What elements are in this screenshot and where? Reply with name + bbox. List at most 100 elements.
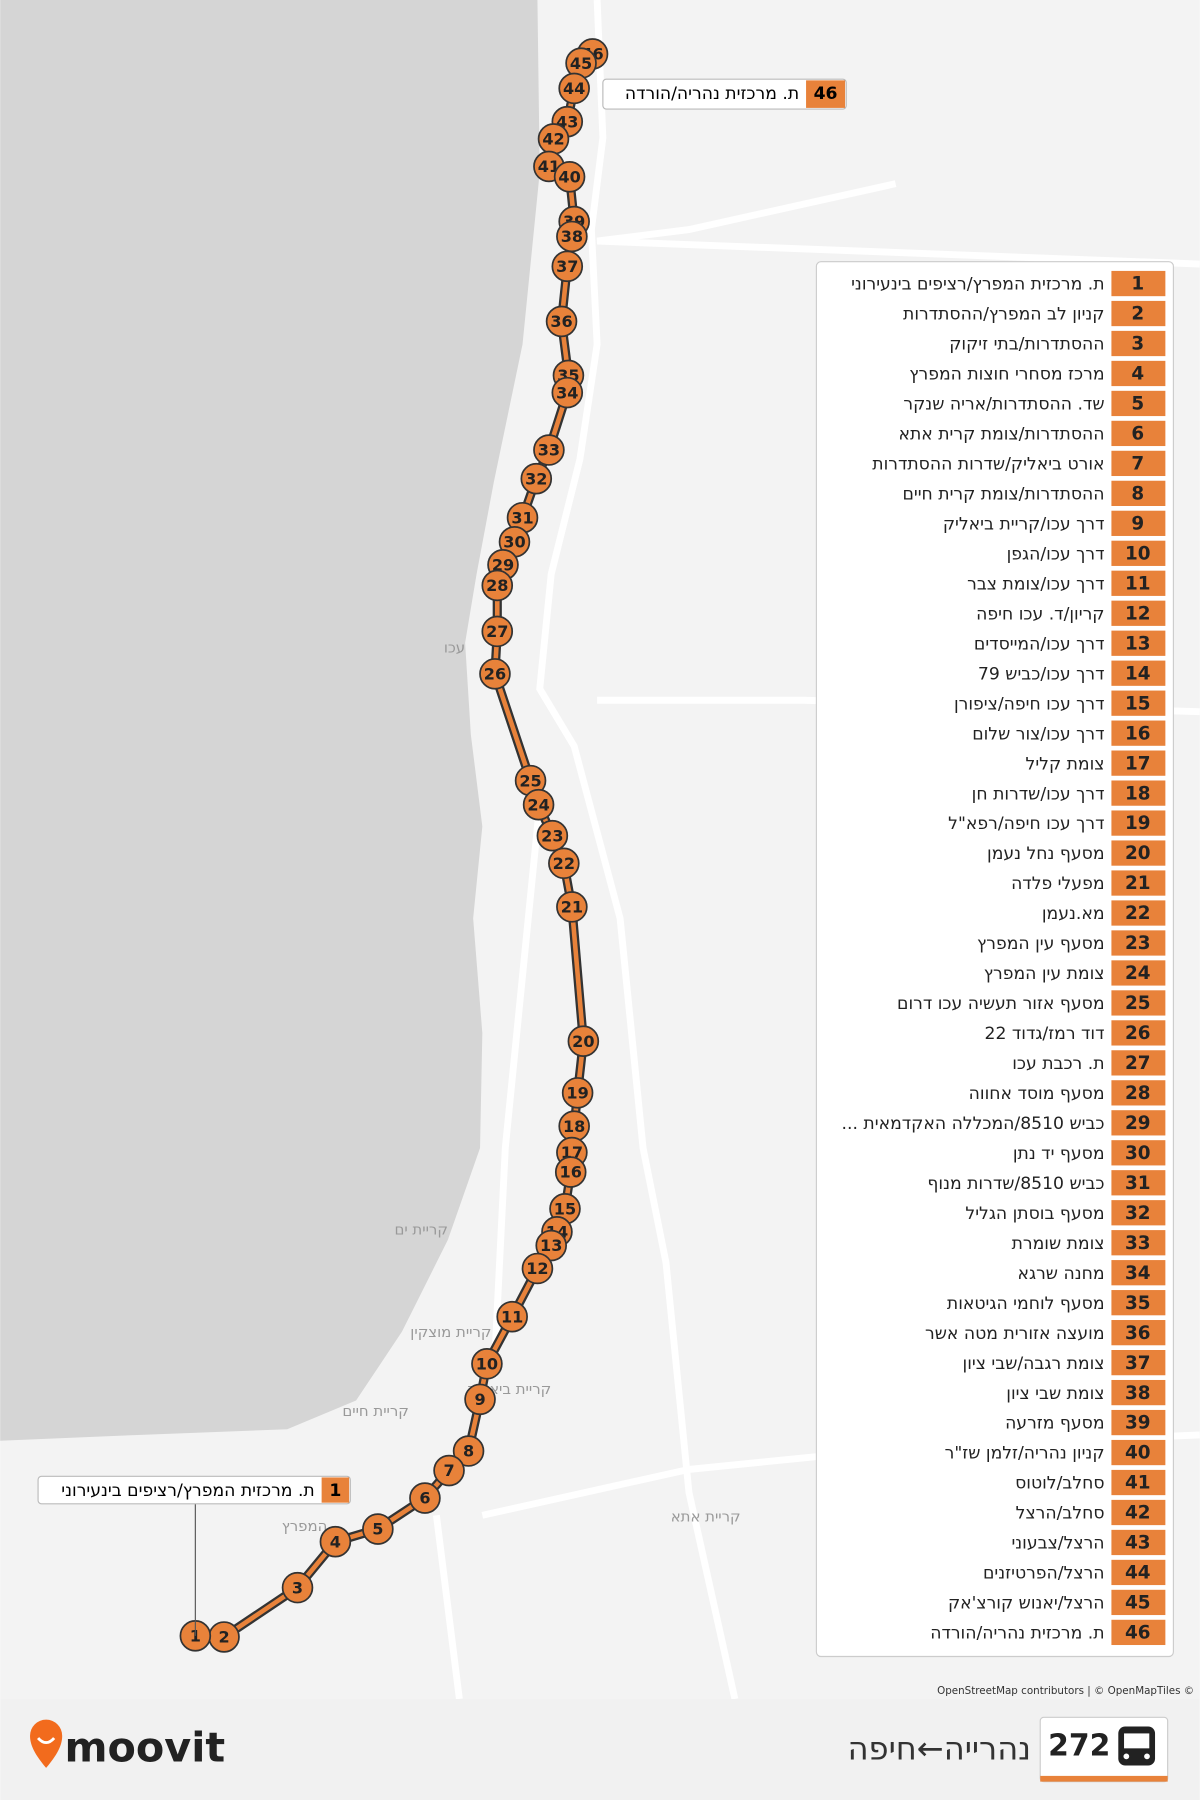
list-number: 26 (1125, 1023, 1151, 1044)
list-name: צומת רגבה/שבי ציון (963, 1354, 1105, 1374)
list-number: 25 (1125, 993, 1151, 1014)
list-number: 3 (1131, 334, 1144, 355)
list-number-box (1111, 360, 1166, 387)
bus-icon (1118, 1726, 1156, 1766)
stop-marker (471, 1347, 503, 1380)
badge-underline (1040, 1775, 1168, 1782)
stop-number: 45 (570, 54, 592, 73)
list-number-box (1111, 630, 1166, 656)
list-number-box (1111, 1499, 1166, 1526)
bus-light (1144, 1753, 1150, 1760)
stop-marker (479, 658, 511, 690)
place-label: המפרץ (282, 1517, 328, 1535)
list-number: 10 (1125, 543, 1151, 564)
stop-number: 20 (572, 1032, 594, 1051)
list-name: ההסתדרות/בתי זיקוק (949, 335, 1104, 355)
list-number-box (1111, 810, 1166, 836)
list-name: קניון נהריה/זלמן שז"ר (945, 1444, 1105, 1464)
list-number: 38 (1125, 1383, 1151, 1404)
list-name: סחלב/לוטוס (1015, 1474, 1104, 1494)
list-name: דרך עכו/קריית ביאליק (943, 514, 1105, 534)
stop-number: 18 (563, 1117, 585, 1136)
stop-number: 9 (474, 1390, 485, 1409)
list-number: 5 (1131, 394, 1144, 415)
stop-number: 32 (525, 469, 547, 488)
stop-list-panel (815, 261, 1174, 1658)
stop-number: 24 (527, 795, 549, 814)
list-number: 37 (1125, 1353, 1151, 1374)
list-name: הרצל/יאנוש קורצ'אק (948, 1594, 1105, 1614)
list-number-box (1111, 930, 1166, 956)
stop-number: 27 (486, 622, 508, 641)
list-name: דרך עכו/כביש 79 (978, 664, 1105, 684)
list-number-box (1111, 1529, 1166, 1556)
stop-marker (533, 434, 565, 466)
stop-marker (556, 891, 588, 923)
list-name: כביש 8510/שדרות מנוף (927, 1174, 1104, 1194)
list-number-box (1111, 1589, 1166, 1616)
list-number: 1 (1131, 274, 1144, 295)
stop-number: 2 (218, 1628, 229, 1647)
list-number-box (1111, 1559, 1166, 1586)
list-number: 28 (1125, 1083, 1151, 1104)
list-number: 13 (1125, 633, 1151, 654)
stop-number: 25 (519, 771, 541, 790)
stop-marker (481, 569, 514, 602)
stop-marker (554, 1156, 587, 1188)
stop-marker (464, 1383, 496, 1416)
list-name: מסעף מזרעה (1005, 1414, 1104, 1434)
list-number: 24 (1125, 963, 1151, 984)
list-number-box (1111, 1409, 1166, 1436)
list-number: 4 (1131, 364, 1144, 385)
list-number: 29 (1125, 1113, 1151, 1134)
list-name: מועצה אזורית מטה אשר (925, 1324, 1104, 1344)
list-number: 23 (1125, 933, 1151, 954)
list-number-box (1111, 480, 1166, 506)
list-name: מסעף בוסתן הגליל (965, 1204, 1104, 1224)
list-number: 6 (1131, 424, 1144, 445)
stop-marker (567, 1025, 600, 1057)
stop-number: 36 (550, 312, 572, 331)
route-name: נהרייה←חיפה (848, 1730, 1031, 1768)
list-number-box (1111, 960, 1166, 986)
stop-number: 21 (561, 898, 583, 917)
stop-number: 13 (540, 1236, 562, 1255)
list-name: קניון לב המפרץ/ההסתדרות (903, 305, 1104, 325)
callout-number-box (321, 1477, 350, 1503)
list-number-box (1111, 1050, 1166, 1076)
list-number: 7 (1131, 454, 1144, 475)
stop-marker (522, 788, 555, 821)
list-number-box (1111, 450, 1166, 477)
list-name: מסעף עין המפרץ (977, 934, 1105, 954)
list-name: דרך עכו חיפה/רפא"ל (948, 814, 1104, 834)
list-name: דרך עכו/המייסדים (974, 634, 1105, 654)
list-number-box (1111, 600, 1166, 626)
list-name: כביש 8510/המכללה האקדמאית ... (842, 1114, 1105, 1134)
list-number: 21 (1125, 873, 1151, 894)
list-name: דרך עכו/שדרות חן (972, 784, 1105, 804)
list-number: 8 (1131, 484, 1144, 505)
list-number-box (1111, 1439, 1166, 1466)
list-name: מחנה שרגא (1018, 1264, 1105, 1284)
list-name: צומת שבי ציון (1006, 1384, 1104, 1404)
list-number-box (1111, 300, 1166, 327)
list-name: צומת שומרת (1012, 1234, 1105, 1254)
list-number-box (1111, 690, 1166, 716)
list-number: 43 (1125, 1533, 1151, 1554)
list-name: שד. ההסתדרות/אריה שנקר (903, 395, 1104, 415)
callout-start: 1 ת. מרכזית המפרץ/רציפים בינעירוני (37, 1475, 351, 1505)
list-number-box (1111, 900, 1166, 926)
callout-name: ת. מרכזית נהריה/הורדה (625, 84, 799, 104)
list-name: ת. מרכזית המפרץ/רציפים בינעירוני (851, 275, 1104, 295)
list-name: מסעף אזור תעשיה עכו דרום (897, 994, 1104, 1014)
list-name: מסעף נחל נעמן (987, 844, 1105, 864)
list-number: 46 (1125, 1623, 1151, 1644)
stop-number: 26 (484, 665, 506, 684)
brand-smile (36, 1737, 56, 1745)
list-number-box (1111, 660, 1166, 686)
place-label: קריית חיים (342, 1402, 409, 1420)
list-number-box (1111, 1260, 1166, 1286)
list-name: מסעף יד נתן (1013, 1144, 1105, 1164)
list-number: 33 (1125, 1233, 1151, 1254)
stop-number: 12 (526, 1259, 548, 1278)
